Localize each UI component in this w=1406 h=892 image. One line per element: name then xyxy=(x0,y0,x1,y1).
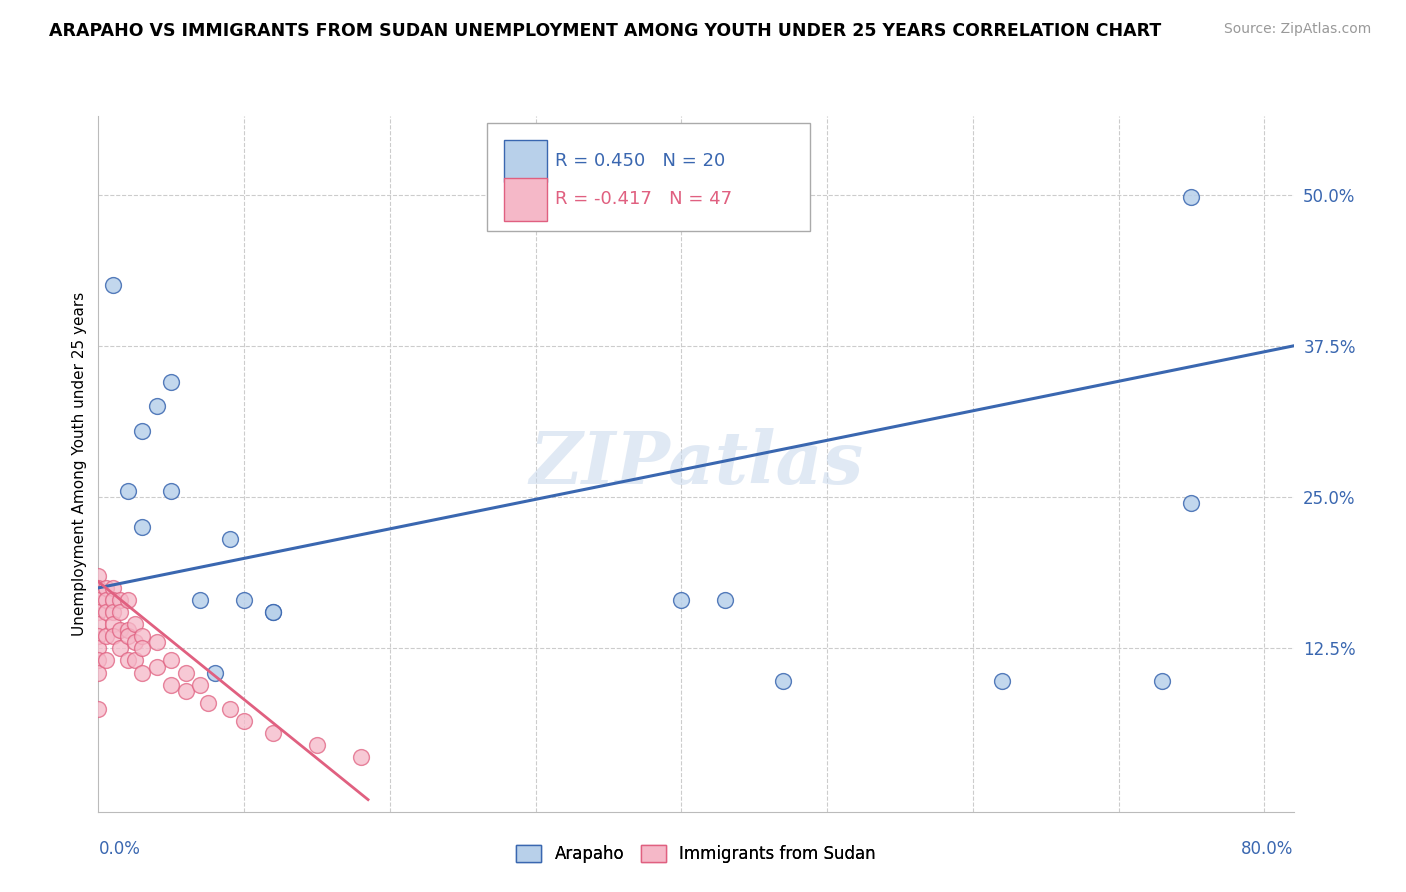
Point xyxy=(94,629,117,643)
Point xyxy=(160,678,183,692)
Point xyxy=(991,673,1014,688)
Point xyxy=(131,424,153,438)
Text: 80.0%: 80.0% xyxy=(1241,839,1294,857)
Point xyxy=(117,624,139,638)
Point xyxy=(94,581,117,595)
FancyBboxPatch shape xyxy=(503,140,547,182)
Point xyxy=(87,665,110,680)
Point xyxy=(87,629,110,643)
Point xyxy=(131,641,153,656)
Point xyxy=(305,738,328,752)
Point xyxy=(190,593,212,607)
Point xyxy=(218,702,240,716)
Point xyxy=(87,702,110,716)
Point xyxy=(174,683,197,698)
FancyBboxPatch shape xyxy=(503,178,547,220)
Point xyxy=(87,605,110,619)
Point xyxy=(124,653,146,667)
Point xyxy=(160,653,183,667)
Point xyxy=(110,593,132,607)
Text: ARAPAHO VS IMMIGRANTS FROM SUDAN UNEMPLOYMENT AMONG YOUTH UNDER 25 YEARS CORRELA: ARAPAHO VS IMMIGRANTS FROM SUDAN UNEMPLO… xyxy=(49,22,1161,40)
Point xyxy=(160,375,183,389)
Point xyxy=(772,673,794,688)
Point xyxy=(117,484,139,499)
Point xyxy=(94,653,117,667)
Text: Source: ZipAtlas.com: Source: ZipAtlas.com xyxy=(1223,22,1371,37)
Point xyxy=(101,617,124,632)
Point xyxy=(101,593,124,607)
Y-axis label: Unemployment Among Youth under 25 years: Unemployment Among Youth under 25 years xyxy=(72,292,87,636)
Point xyxy=(117,653,139,667)
FancyBboxPatch shape xyxy=(486,123,810,231)
Text: R = -0.417   N = 47: R = -0.417 N = 47 xyxy=(555,191,733,209)
Point xyxy=(87,568,110,582)
Point xyxy=(124,635,146,649)
Point xyxy=(101,605,124,619)
Point xyxy=(117,629,139,643)
Point xyxy=(101,278,124,293)
Point xyxy=(87,617,110,632)
Point xyxy=(262,605,284,619)
Point xyxy=(87,593,110,607)
Point xyxy=(87,641,110,656)
Point xyxy=(145,659,167,673)
Point xyxy=(714,593,737,607)
Text: 0.0%: 0.0% xyxy=(98,839,141,857)
Point xyxy=(94,593,117,607)
Point xyxy=(131,629,153,643)
Point xyxy=(131,665,153,680)
Point xyxy=(145,635,167,649)
Point xyxy=(87,653,110,667)
Point xyxy=(190,678,212,692)
Point xyxy=(94,605,117,619)
Point xyxy=(350,750,373,764)
Point xyxy=(197,696,219,710)
Point xyxy=(110,624,132,638)
Point xyxy=(233,714,256,728)
Text: ZIPatlas: ZIPatlas xyxy=(529,428,863,500)
Point xyxy=(110,641,132,656)
Point xyxy=(145,400,167,414)
Point xyxy=(87,581,110,595)
Point xyxy=(110,605,132,619)
Point xyxy=(101,629,124,643)
Legend: Arapaho, Immigrants from Sudan: Arapaho, Immigrants from Sudan xyxy=(509,838,883,870)
Point xyxy=(124,617,146,632)
Text: R = 0.450   N = 20: R = 0.450 N = 20 xyxy=(555,153,725,170)
Point xyxy=(671,593,693,607)
Point xyxy=(1152,673,1174,688)
Point xyxy=(218,533,240,547)
Point xyxy=(233,593,256,607)
Point xyxy=(204,665,226,680)
Point xyxy=(131,520,153,534)
Point xyxy=(1180,190,1202,204)
Point xyxy=(117,593,139,607)
Point xyxy=(101,581,124,595)
Point xyxy=(262,605,284,619)
Point xyxy=(174,665,197,680)
Point xyxy=(1180,496,1202,510)
Point xyxy=(262,726,284,740)
Point xyxy=(160,484,183,499)
